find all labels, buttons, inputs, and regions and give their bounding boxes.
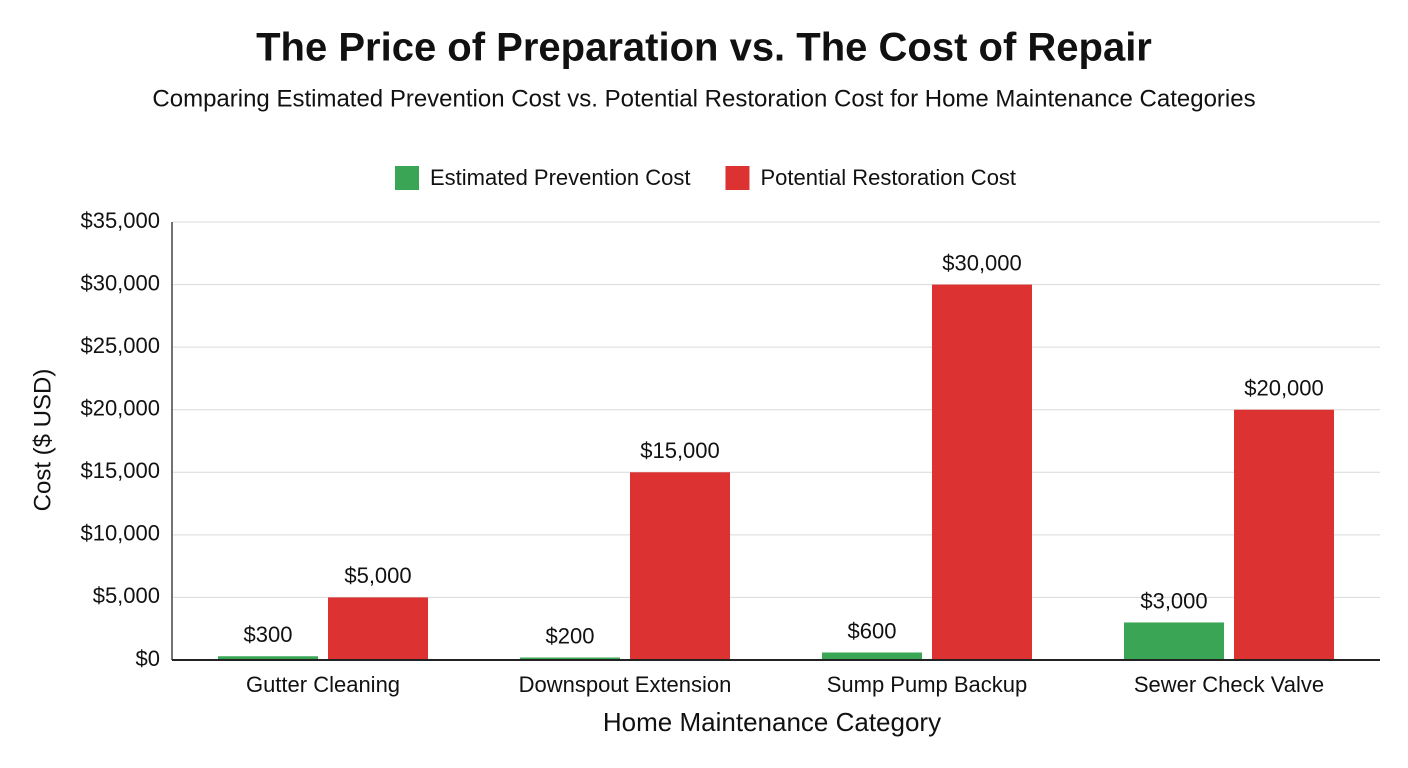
y-axis-title: Cost ($ USD) — [29, 369, 56, 512]
bar — [822, 652, 922, 660]
bar — [328, 597, 428, 660]
data-label: $30,000 — [942, 250, 1022, 275]
y-tick-label: $15,000 — [80, 458, 160, 483]
x-tick-label: Gutter Cleaning — [246, 672, 400, 697]
data-label: $300 — [244, 622, 293, 647]
y-tick-label: $5,000 — [93, 583, 160, 608]
bar — [932, 284, 1032, 660]
legend-swatch — [725, 166, 750, 190]
chart-subtitle: Comparing Estimated Prevention Cost vs. … — [152, 85, 1255, 112]
x-tick-label: Sewer Check Valve — [1134, 672, 1324, 697]
bar — [1234, 409, 1334, 660]
data-label: $600 — [848, 618, 897, 643]
bar — [520, 657, 620, 660]
x-axis-title: Home Maintenance Category — [603, 707, 941, 737]
x-tick-label: Downspout Extension — [519, 672, 732, 697]
y-tick-label: $30,000 — [80, 270, 160, 295]
chart-title: The Price of Preparation vs. The Cost of… — [256, 26, 1152, 70]
data-label: $20,000 — [1244, 376, 1324, 401]
y-tick-label: $25,000 — [80, 333, 160, 358]
y-tick-label: $20,000 — [80, 396, 160, 421]
legend-swatch — [395, 166, 419, 190]
y-tick-label: $0 — [136, 646, 160, 671]
bar — [218, 656, 318, 660]
y-tick-label: $35,000 — [80, 208, 160, 233]
data-label: $15,000 — [640, 438, 720, 463]
data-label: $5,000 — [344, 563, 411, 588]
bar — [630, 472, 730, 660]
x-tick-label: Sump Pump Backup — [827, 672, 1028, 697]
y-tick-label: $10,000 — [80, 521, 160, 546]
bar — [1124, 622, 1224, 660]
legend-label: Potential Restoration Cost — [760, 165, 1016, 190]
data-label: $200 — [546, 623, 595, 648]
legend-label: Estimated Prevention Cost — [430, 165, 690, 190]
data-label: $3,000 — [1140, 588, 1207, 613]
